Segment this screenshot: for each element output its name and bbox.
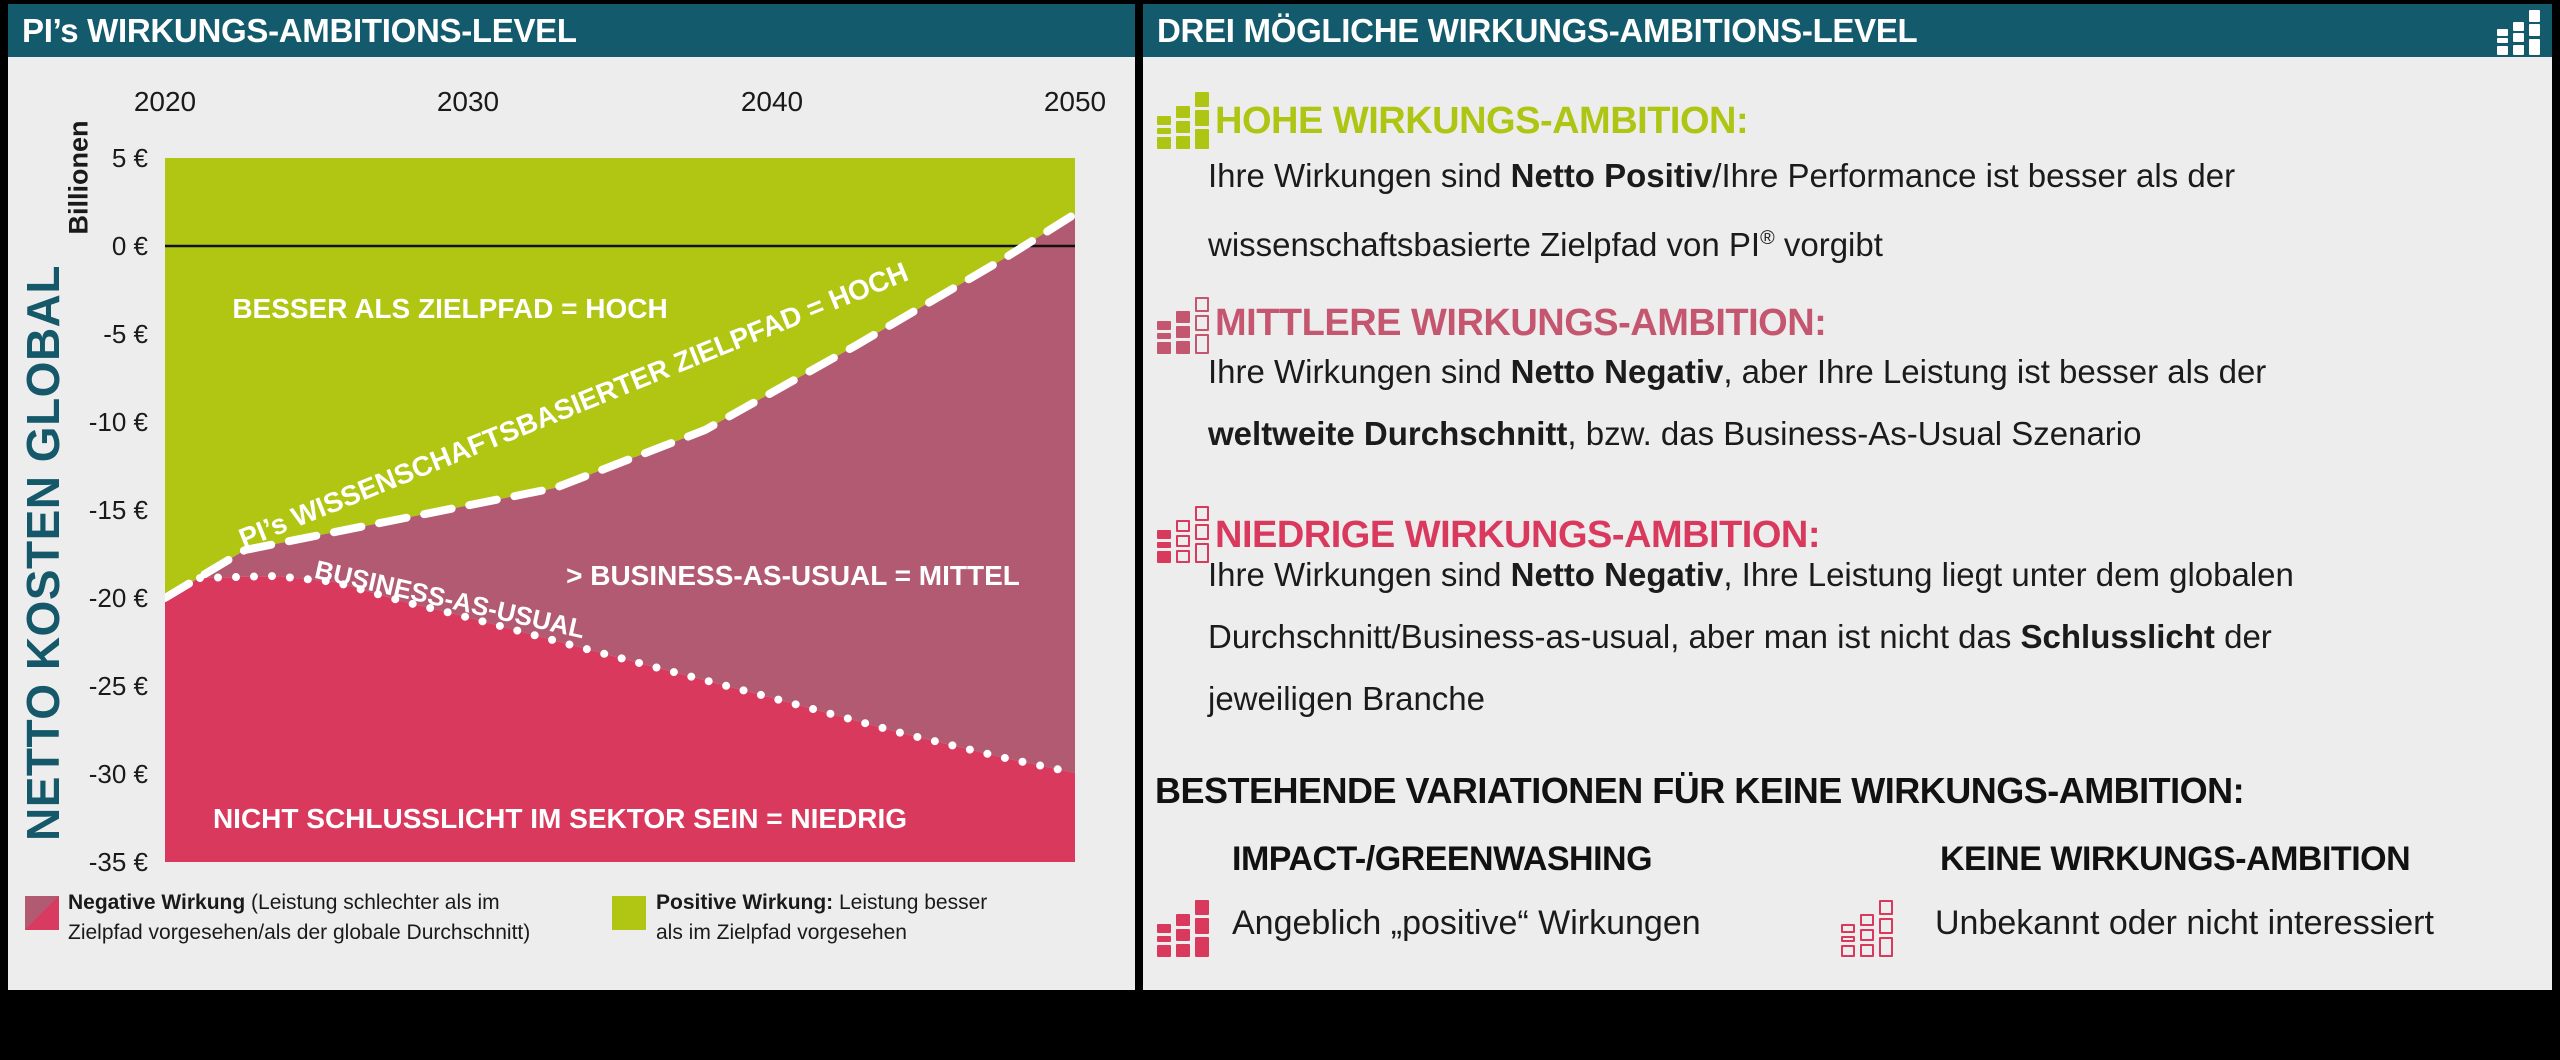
- y-tick: -15 €: [88, 495, 148, 525]
- greenwashing-heading: IMPACT-/GREENWASHING: [1232, 840, 1653, 878]
- y-tick: -5 €: [103, 319, 148, 349]
- legend-positive-text: Positive Wirkung: Leistung besser als im …: [656, 891, 988, 944]
- legend-negative-swatch: [25, 896, 59, 930]
- area-negative-impact: [165, 576, 1075, 862]
- x-tick-2050: 2050: [1043, 86, 1107, 117]
- hohe-ambition-heading: HOHE WIRKUNGS-AMBITION:: [1215, 100, 1749, 142]
- label-middle-area: > BUSINESS-AS-USUAL = MITTEL: [566, 560, 1020, 591]
- y-axis-unit-label: Billionen: [63, 120, 94, 235]
- right-panel-title: DREI MÖGLICHE WIRKUNGS-AMBITIONS-LEVEL: [1157, 11, 1918, 49]
- keine-ambition-heading: KEINE WIRKUNGS-AMBITION: [1940, 840, 2411, 878]
- y-tick: -25 €: [88, 671, 148, 701]
- y-tick: -10 €: [88, 407, 148, 437]
- label-green-area: BESSER ALS ZIELPFAD = HOCH: [232, 293, 667, 324]
- keine-ambition-icon: [1841, 900, 1893, 957]
- stacked-bars-icon: [2497, 10, 2540, 55]
- area-positive-impact: [165, 158, 1075, 598]
- area-chart: BESSER ALS ZIELPFAD = HOCH PI’s WISSENSC…: [165, 158, 1075, 862]
- y-tick: -35 €: [88, 847, 148, 877]
- left-panel: PI’s WIRKUNGS-AMBITIONS-LEVEL Billionen …: [8, 4, 1135, 990]
- hohe-ambition-text: Ihre Wirkungen sind Netto Positiv/Ihre P…: [1208, 157, 2236, 263]
- y-tick: 5 €: [111, 143, 148, 173]
- y-tick: -30 €: [88, 759, 148, 789]
- greenwashing-text: Angeblich „positive“ Wirkungen: [1232, 904, 1701, 942]
- science-based-target-path-line: [165, 210, 1075, 602]
- niedrige-ambition-heading: NIEDRIGE WIRKUNGS-AMBITION:: [1215, 514, 1821, 556]
- hohe-ambition-icon: [1157, 92, 1209, 149]
- business-as-usual-line: [196, 572, 1075, 777]
- legend-positive-swatch: [612, 896, 646, 930]
- right-panel-header: DREI MÖGLICHE WIRKUNGS-AMBITIONS-LEVEL: [1143, 4, 2552, 57]
- y-tick: -20 €: [88, 583, 148, 613]
- x-tick-2040: 2040: [740, 86, 804, 117]
- y-tick: 0 €: [111, 231, 148, 261]
- mittlere-ambition-heading: MITTLERE WIRKUNGS-AMBITION:: [1215, 302, 1827, 344]
- legend-negative-text: Negative Wirkung (Leistung schlechter al…: [68, 891, 531, 944]
- variations-heading: BESTEHENDE VARIATIONEN FÜR KEINE WIRKUNG…: [1155, 770, 2245, 811]
- area-middle-ambition: [165, 214, 1075, 773]
- niedrige-ambition-text: Ihre Wirkungen sind Netto Negativ, Ihre …: [1208, 556, 2294, 717]
- right-panel: DREI MÖGLICHE WIRKUNGS-AMBITIONS-LEVEL H…: [1143, 4, 2552, 990]
- left-panel-header: PI’s WIRKUNGS-AMBITIONS-LEVEL: [8, 4, 1135, 57]
- keine-ambition-text: Unbekannt oder nicht interessiert: [1935, 904, 2434, 942]
- greenwashing-icon: [1157, 900, 1209, 957]
- left-panel-title: PI’s WIRKUNGS-AMBITIONS-LEVEL: [22, 11, 577, 49]
- x-tick-2030: 2030: [436, 86, 500, 117]
- x-tick-2020: 2020: [133, 86, 197, 117]
- mittlere-ambition-text: Ihre Wirkungen sind Netto Negativ, aber …: [1208, 353, 2267, 452]
- niedrige-ambition-icon: [1157, 506, 1209, 563]
- label-bottom-area: NICHT SCHLUSSLICHT IM SEKTOR SEIN = NIED…: [213, 803, 907, 834]
- mittlere-ambition-icon: [1157, 297, 1209, 354]
